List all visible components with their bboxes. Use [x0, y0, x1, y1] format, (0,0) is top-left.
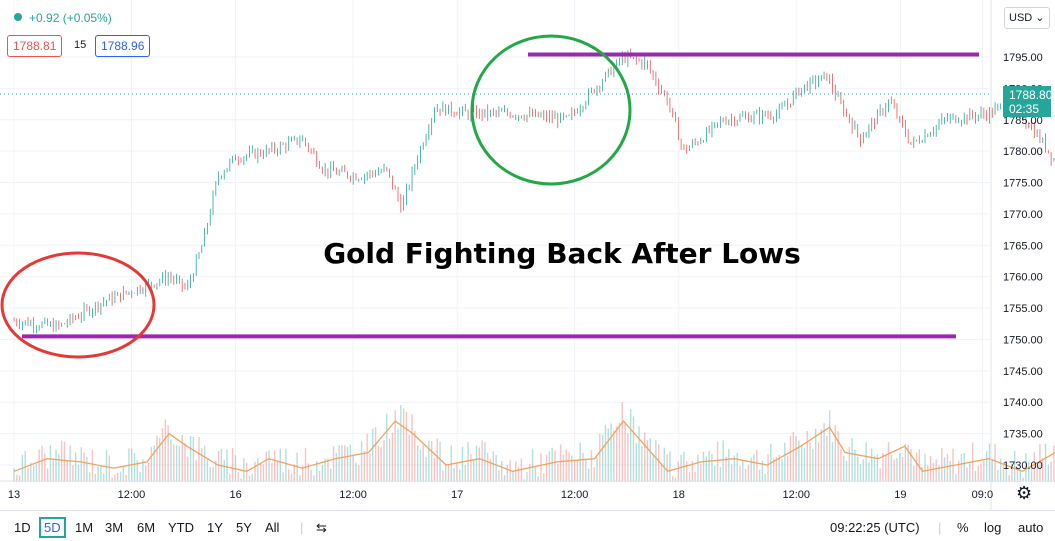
- x-tick-label: 17: [451, 489, 463, 501]
- y-tick-label: 1750.00: [1003, 334, 1043, 346]
- date-range-icon[interactable]: ⇆: [316, 520, 327, 535]
- y-tick-label: 1740.00: [1003, 397, 1043, 409]
- spread-value: 15: [74, 39, 87, 51]
- clock-time[interactable]: 09:22:25 (UTC): [830, 520, 920, 535]
- timeframe-3m[interactable]: 3M: [105, 520, 124, 535]
- price-candles: [13, 48, 1055, 334]
- y-tick-label: 1760.00: [1003, 272, 1043, 284]
- last-price-value: 1788.80: [1009, 88, 1053, 102]
- x-tick-label: 12:00: [561, 489, 589, 501]
- x-tick-label: 12:00: [782, 489, 810, 501]
- x-tick-label: 19: [894, 489, 906, 501]
- timeframe-1m[interactable]: 1M: [75, 520, 94, 535]
- last-price-tag: 1788.80 02:35: [1003, 86, 1053, 117]
- divider: |: [938, 520, 942, 535]
- y-tick-label: 1785.00: [1003, 115, 1043, 127]
- x-tick-label: 09:0: [972, 489, 993, 501]
- timeframe-5d[interactable]: 5D: [39, 517, 66, 538]
- timeframe-ytd[interactable]: YTD: [168, 520, 194, 535]
- timeframe-5y[interactable]: 5Y: [236, 520, 252, 535]
- ask-price-button[interactable]: 1788.96: [95, 35, 151, 57]
- currency-label: USD: [1009, 12, 1033, 24]
- chart-title: Gold Fighting Back After Lows: [323, 237, 801, 270]
- bar-countdown: 02:35: [1009, 102, 1040, 116]
- y-tick-label: 1765.00: [1003, 240, 1043, 252]
- chevron-down-icon: ⌄: [1035, 12, 1045, 24]
- timeframe-1d[interactable]: 1D: [14, 520, 31, 535]
- gear-icon[interactable]: ⚙: [1016, 483, 1033, 503]
- time-axis[interactable]: 13 12:00 16 12:00 17 12:00 18 12:00 19 09:0: [8, 489, 993, 501]
- x-tick-label: 16: [229, 489, 241, 501]
- bottom-toolbar: 1D 5D 1M 3M 6M YTD 1Y 5Y All | ⇆ 09:22:2…: [0, 510, 1055, 541]
- y-tick-label: 1795.00: [1003, 52, 1043, 64]
- timeframe-1y[interactable]: 1Y: [207, 520, 223, 535]
- y-tick-label: 1770.00: [1003, 209, 1043, 221]
- x-tick-label: 12:00: [339, 489, 367, 501]
- x-tick-label: 18: [673, 489, 685, 501]
- y-tick-label: 1735.00: [1003, 429, 1043, 441]
- x-tick-label: 12:00: [118, 489, 146, 501]
- red-circle-annotation: [0, 251, 156, 359]
- percent-toggle[interactable]: %: [957, 520, 969, 535]
- volume-bars: [13, 402, 1055, 482]
- bid-price-button[interactable]: 1788.81: [7, 35, 63, 57]
- price-change: +0.92 (+0.05%): [29, 11, 112, 25]
- market-status-icon: [14, 13, 22, 21]
- y-tick-label: 1755.00: [1003, 303, 1043, 315]
- green-circle-annotation: [470, 34, 632, 186]
- divider: |: [300, 520, 304, 535]
- timeframe-6m[interactable]: 6M: [137, 520, 156, 535]
- auto-toggle[interactable]: auto: [1018, 520, 1044, 535]
- y-tick-label: 1775.00: [1003, 178, 1043, 190]
- volume-moving-average-line: [13, 420, 1055, 473]
- currency-selector[interactable]: USD ⌄: [1004, 7, 1050, 29]
- y-tick-label: 1745.00: [1003, 366, 1043, 378]
- x-tick-label: 13: [8, 489, 20, 501]
- chart-area[interactable]: Gold Fighting Back After Lows 1795.00179…: [0, 0, 1055, 510]
- log-toggle[interactable]: log: [984, 520, 1002, 535]
- price-axis[interactable]: 1795.001790.001785.001780.001775.001770.…: [1003, 52, 1043, 472]
- y-tick-label: 1730.00: [1003, 460, 1043, 472]
- y-tick-label: 1780.00: [1003, 146, 1043, 158]
- timeframe-all[interactable]: All: [265, 520, 280, 535]
